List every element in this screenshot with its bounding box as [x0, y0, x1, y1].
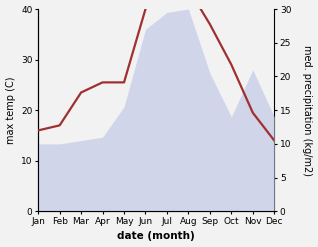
Y-axis label: med. precipitation (kg/m2): med. precipitation (kg/m2): [302, 45, 313, 176]
X-axis label: date (month): date (month): [117, 231, 195, 242]
Y-axis label: max temp (C): max temp (C): [5, 76, 16, 144]
